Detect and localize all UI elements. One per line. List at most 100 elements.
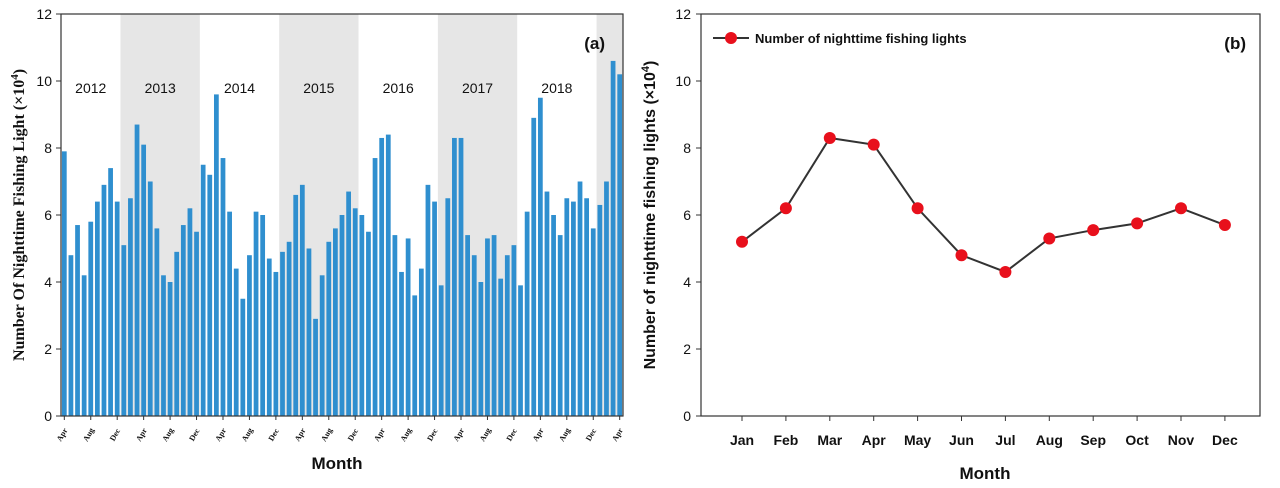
bar-6 [101, 184, 107, 416]
x-tick-label-may: May [904, 432, 931, 448]
bar-56 [432, 201, 437, 416]
bar-50 [392, 235, 398, 416]
y-tick-label: 6 [683, 207, 691, 223]
panel-a-y-axis-label: Number Of Nighttime Fishing Light (×104) [9, 69, 28, 361]
x-tick-label-dec: Dec [1212, 432, 1238, 448]
bar-15 [161, 275, 166, 416]
point-jul [999, 265, 1012, 278]
x-tick-label-nov: Nov [1168, 432, 1195, 448]
x-tick-label: Aug [240, 426, 255, 443]
bar-47 [372, 158, 378, 417]
x-tick-label: Dec [346, 427, 360, 443]
bar-75 [557, 235, 563, 416]
bar-16 [167, 282, 173, 416]
bar-17 [174, 251, 180, 416]
panel-b-y-axis-label-close: ) [642, 61, 659, 66]
bar-11 [134, 124, 140, 417]
bar-78 [577, 181, 583, 416]
x-tick-label-apr: Apr [862, 432, 887, 448]
y-tick-label: 0 [683, 408, 691, 424]
bar-73 [544, 191, 550, 416]
x-tick-label: Apr [134, 426, 149, 443]
legend: Number of nighttime fishing lights [713, 31, 967, 46]
bar-57 [438, 285, 444, 416]
bar-30 [260, 215, 266, 416]
bar-48 [379, 137, 385, 416]
x-tick-label: Dec [584, 427, 598, 443]
panel-a-bar-chart: 0 2 4 6 8 10 12 2012 2013 2014 2015 2016 2017 2018 A… [9, 6, 625, 473]
x-tick-label: Apr [372, 426, 387, 443]
bar-35 [293, 194, 299, 416]
series-line [741, 136, 1226, 274]
bar-40 [326, 241, 332, 416]
bar-65 [491, 235, 497, 416]
year-band-1 [120, 14, 200, 416]
panel-a-x-axis-label: Month [312, 454, 363, 473]
bar-23 [213, 94, 219, 417]
bar-13 [147, 181, 153, 416]
panel-a-y-ticks: 0 2 4 6 8 10 12 [36, 6, 61, 424]
bar-19 [187, 208, 193, 416]
bar-45 [359, 215, 365, 416]
bar-20 [194, 231, 199, 416]
point-may [911, 202, 924, 215]
bar-0 [61, 151, 67, 416]
y-tick-label: 4 [683, 274, 691, 290]
bar-28 [247, 255, 252, 416]
panel-a-x-ticks: Apr Aug Dec Apr Aug Dec Apr Aug Dec Apr Aug Dec Apr A… [55, 416, 625, 443]
y-tick-label: 4 [44, 274, 52, 290]
point-jun [955, 249, 968, 262]
x-tick-label-mar: Mar [817, 432, 842, 448]
point-mar [823, 131, 836, 144]
year-label-2015: 2015 [303, 80, 334, 96]
y-tick-label: 10 [36, 73, 52, 89]
point-sep [1087, 224, 1100, 237]
bar-22 [207, 174, 213, 416]
x-tick-label: Apr [452, 426, 467, 443]
bar-43 [346, 191, 351, 416]
bar-67 [504, 255, 510, 416]
x-tick-label: Aug [557, 426, 572, 443]
bar-53 [412, 295, 418, 416]
bar-8 [114, 201, 120, 416]
bar-52 [405, 238, 411, 416]
bar-79 [584, 198, 590, 416]
bar-37 [306, 248, 312, 416]
bar-74 [551, 215, 556, 416]
year-label-2014: 2014 [224, 80, 255, 96]
x-tick-label-aug: Aug [1036, 432, 1063, 448]
bar-64 [485, 238, 490, 416]
bar-41 [333, 228, 338, 416]
bar-10 [128, 198, 133, 416]
x-tick-label: Dec [267, 427, 281, 443]
x-tick-label-jun: Jun [949, 432, 974, 448]
legend-label: Number of nighttime fishing lights [755, 31, 967, 46]
bar-54 [418, 268, 424, 416]
bar-12 [141, 144, 147, 416]
bar-39 [319, 275, 325, 416]
bar-2 [75, 225, 80, 416]
x-tick-label-sep: Sep [1080, 432, 1106, 448]
y-tick-label: 6 [44, 207, 52, 223]
x-tick-label-jan: Jan [730, 432, 754, 448]
x-tick-label: Aug [160, 426, 175, 443]
bar-46 [366, 231, 371, 416]
point-aug [1043, 232, 1056, 245]
y-tick-label: 8 [683, 140, 691, 156]
panel-a-y-axis-label-exponent: 4 [9, 74, 21, 80]
series-markers [736, 131, 1231, 278]
year-band-5 [437, 14, 518, 416]
year-labels: 2012 2013 2014 2015 2016 2017 2018 [75, 80, 572, 96]
legend-marker [725, 32, 737, 44]
bar-5 [94, 201, 100, 416]
monthly-bars [61, 60, 623, 417]
bar-70 [524, 211, 530, 416]
panel-b-y-axis-label-text: Number of nighttime fishing lights (×10 [642, 72, 659, 369]
bar-59 [452, 137, 457, 416]
bar-7 [108, 168, 113, 416]
point-feb [779, 202, 792, 215]
bar-61 [465, 235, 471, 416]
year-label-2017: 2017 [462, 80, 493, 96]
y-tick-label: 8 [44, 140, 52, 156]
